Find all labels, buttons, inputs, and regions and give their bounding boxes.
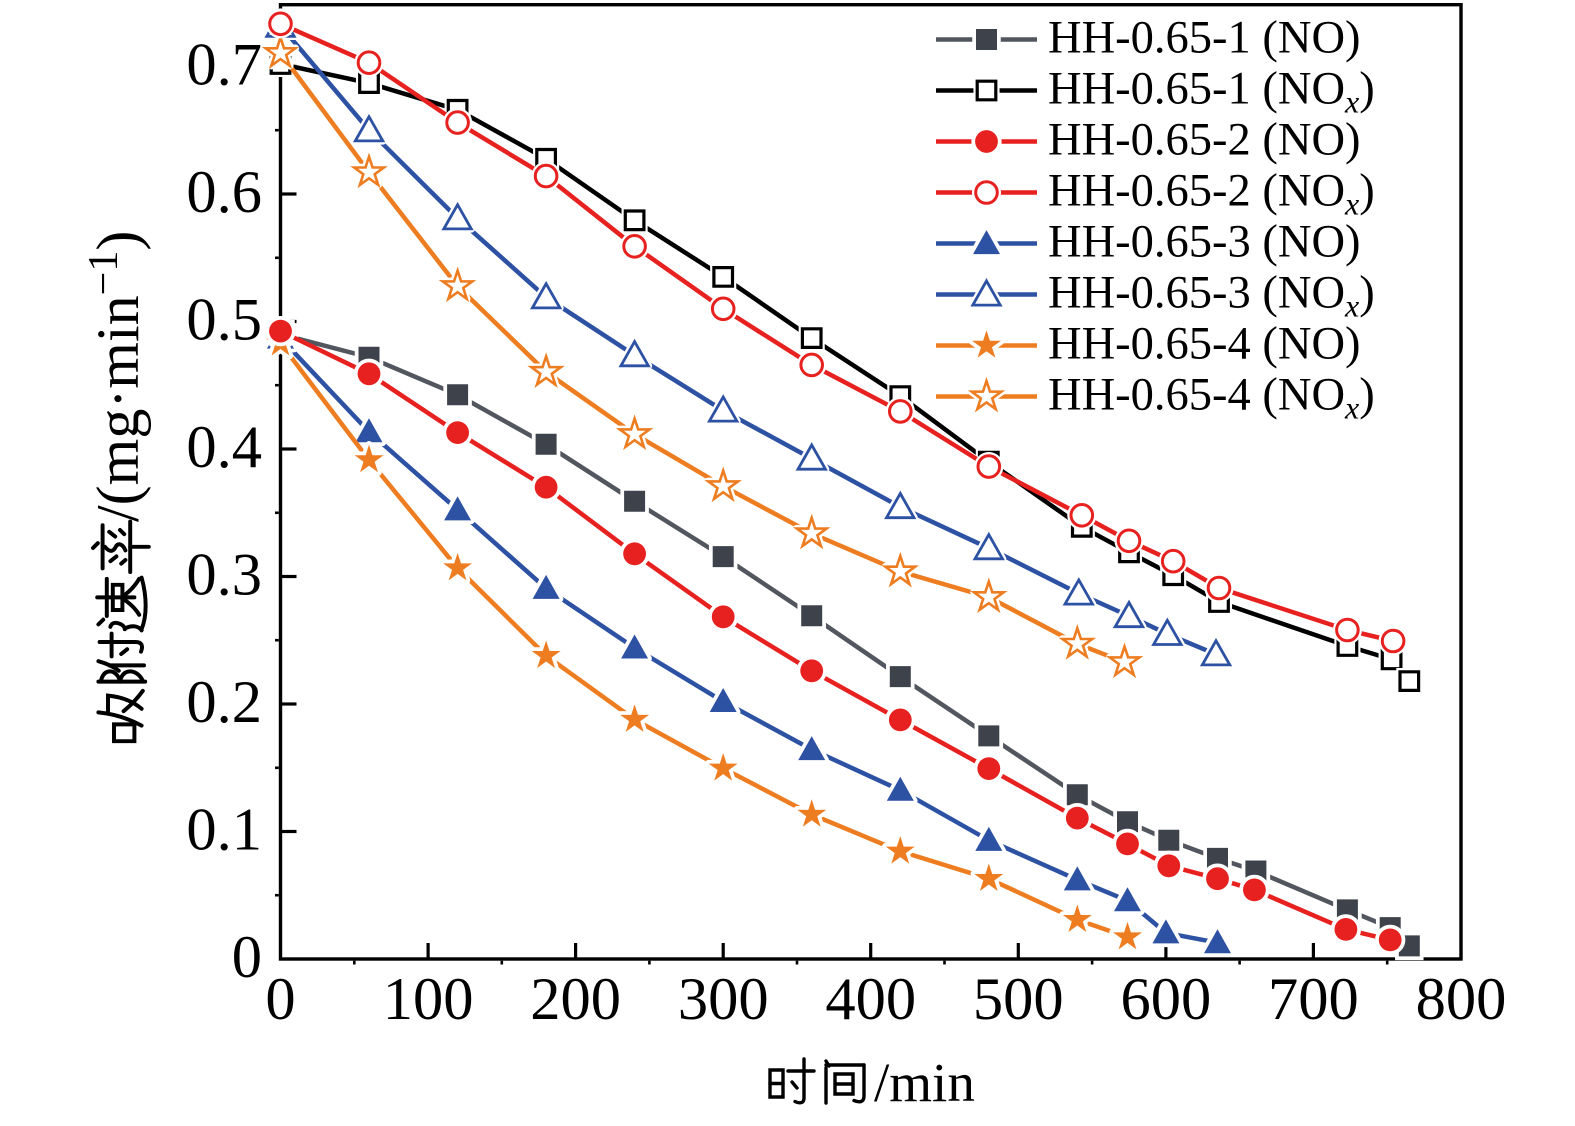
svg-text:400: 400	[825, 966, 916, 1033]
svg-text:HH-0.65-1 (NO): HH-0.65-1 (NO)	[1048, 13, 1361, 64]
svg-text:600: 600	[1121, 966, 1212, 1033]
svg-text:500: 500	[973, 966, 1064, 1033]
svg-text:HH-0.65-3 (NOx): HH-0.65-3 (NOx)	[1048, 268, 1375, 324]
svg-text:HH-0.65-3 (NO): HH-0.65-3 (NO)	[1048, 217, 1361, 268]
svg-text:0.3: 0.3	[186, 542, 262, 609]
svg-text:700: 700	[1268, 966, 1359, 1033]
svg-text:200: 200	[530, 966, 621, 1033]
svg-text:HH-0.65-2 (NO): HH-0.65-2 (NO)	[1048, 115, 1361, 166]
svg-text:0.6: 0.6	[186, 159, 262, 226]
svg-text:HH-0.65-1 (NOx): HH-0.65-1 (NOx)	[1048, 64, 1375, 120]
svg-text:0: 0	[265, 966, 295, 1033]
svg-text:0.1: 0.1	[186, 797, 262, 864]
svg-text:HH-0.65-4 (NOx): HH-0.65-4 (NOx)	[1048, 370, 1375, 426]
svg-text:0.4: 0.4	[186, 414, 262, 481]
svg-text:100: 100	[383, 966, 474, 1033]
svg-text:300: 300	[678, 966, 769, 1033]
svg-text:0.2: 0.2	[186, 669, 262, 736]
svg-text:0.5: 0.5	[186, 287, 262, 354]
svg-text:HH-0.65-2 (NOx): HH-0.65-2 (NOx)	[1048, 166, 1375, 222]
svg-text:/min: /min	[874, 1052, 975, 1113]
svg-text:800: 800	[1416, 966, 1507, 1033]
svg-text:0.7: 0.7	[186, 32, 262, 99]
svg-text:0: 0	[232, 924, 262, 991]
svg-text:HH-0.65-4 (NO): HH-0.65-4 (NO)	[1048, 319, 1361, 370]
